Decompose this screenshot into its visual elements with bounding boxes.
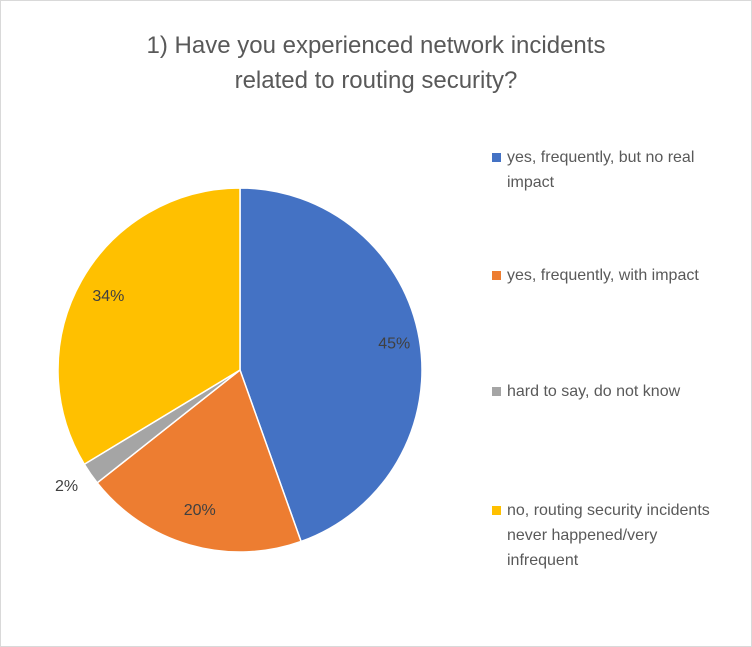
legend-swatch-yes-no-impact xyxy=(492,153,501,162)
legend-label-yes-no-impact: yes, frequently, but no real impact xyxy=(507,149,695,191)
legend-label-yes-with-impact: yes, frequently, with impact xyxy=(507,267,699,284)
legend-item-hard-to-say: hard to say, do not know xyxy=(492,379,732,404)
chart-title-line-1: 1) Have you experienced network incident… xyxy=(146,32,606,59)
legend-swatch-yes-with-impact xyxy=(492,271,501,280)
chart-title-line-2: related to routing security? xyxy=(234,67,518,94)
pie-slice-no-incidents xyxy=(57,187,241,466)
data-label-yes-with-impact: 20% xyxy=(184,502,216,519)
data-label-no-incidents: 34% xyxy=(92,288,124,305)
legend-swatch-no-incidents xyxy=(492,506,501,515)
legend-label-no-incidents: no, routing security incidents never hap… xyxy=(507,502,710,569)
pie-slice-yes-no-impact xyxy=(239,187,423,543)
pie-slice-yes-with-impact xyxy=(96,368,303,553)
legend-item-yes-with-impact: yes, frequently, with impact xyxy=(492,263,732,288)
legend-swatch-hard-to-say xyxy=(492,387,501,396)
legend-label-hard-to-say: hard to say, do not know xyxy=(507,383,681,400)
legend-item-yes-no-impact: yes, frequently, but no real impact xyxy=(492,145,732,195)
data-label-yes-no-impact: 45% xyxy=(378,335,410,352)
chart-title: 1) Have you experienced network incident… xyxy=(0,28,752,98)
legend-item-no-incidents: no, routing security incidents never hap… xyxy=(492,498,732,573)
data-label-hard-to-say: 2% xyxy=(55,478,78,495)
